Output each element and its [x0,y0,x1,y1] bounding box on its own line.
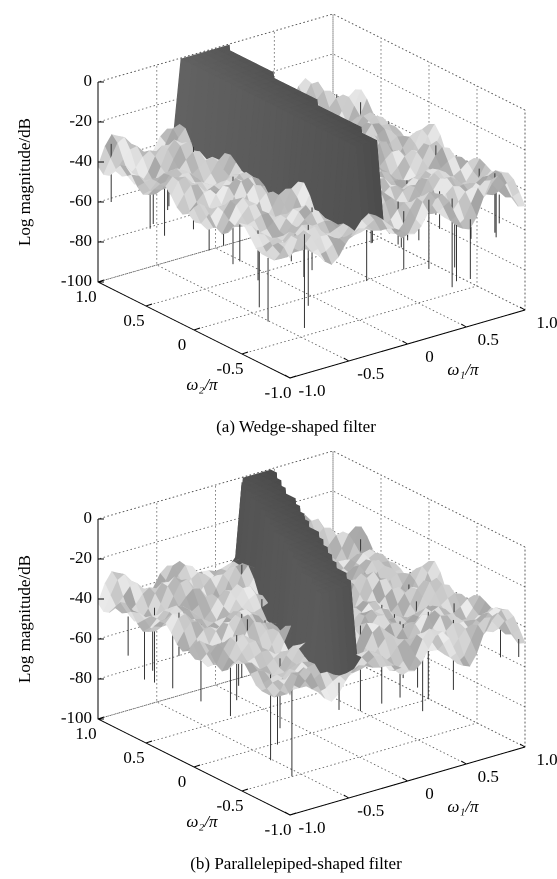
surface [97,469,526,777]
y-tick-label: 1.0 [75,724,96,743]
x-tick [343,794,350,799]
x-axis-label: ω₁/π [447,797,479,816]
x-axis-label: ω₁/π [447,360,479,379]
z-tick-label: -100 [61,708,92,727]
y-tick [241,351,249,355]
y-tick-label: -0.5 [217,796,244,815]
y-tick [193,764,201,768]
y-tick [289,812,297,816]
x-tick [519,306,526,311]
surface-facet [284,672,298,696]
surface-facet [284,235,298,259]
y-tick-label: -1.0 [265,383,292,402]
x-tick-label: 0.5 [478,767,499,786]
y-tick [145,740,153,744]
z-tick-label: -20 [69,548,92,567]
z-tick-label: -40 [69,151,92,170]
x-tick-label: -1.0 [299,818,326,837]
y-tick-label: 0 [178,772,187,791]
z-axis-label: Log magnitude/dB [15,555,34,683]
y-tick-label: 1.0 [75,287,96,306]
y-grid-line [241,86,478,355]
y-tick [241,788,249,792]
x-tick-label: 0 [425,784,434,803]
panel: -100 -80 -60 -40 -20 0 -1.0 -0.5 0 0.5 1.0 -1.0 -0.5… [15,13,557,436]
z-tick-label: -80 [69,231,92,250]
y-tick-label: -1.0 [265,820,292,839]
z-axis-label: Log magnitude/dB [15,118,34,246]
z-tick-label: 0 [84,71,93,90]
x-tick [460,760,467,765]
y-tick [97,716,105,720]
x-tick [343,357,350,362]
x-tick-label: -1.0 [299,381,326,400]
z-tick-label: -20 [69,111,92,130]
y-axis-label: ω₂/π [186,375,218,394]
x-tick [519,743,526,748]
x-tick [402,340,408,345]
x-tick-label: -0.5 [357,801,384,820]
x-tick-label: 0.5 [478,330,499,349]
box-edge [97,13,526,310]
y-tick [289,375,297,379]
z-tick-label: -60 [69,191,92,210]
x-tick-label: 1.0 [536,313,557,332]
y-grid-line [145,38,382,307]
x-tick [284,374,291,379]
x-tick-label: 0 [425,347,434,366]
z-tick-label: -60 [69,628,92,647]
y-tick-label: 0.5 [123,748,144,767]
y-tick-label: 0 [178,335,187,354]
caption: (a) Wedge-shaped filter [216,417,376,436]
z-tick-label: -80 [69,668,92,687]
panel: -100 -80 -60 -40 -20 0 -1.0 -0.5 0 0.5 1.0 -1.0 -0.5… [15,450,557,873]
y-grid-line [193,499,430,768]
y-tick [193,327,201,331]
x-tick [402,777,408,782]
y-tick-label: 0.5 [123,311,144,330]
box-edge [97,450,526,747]
surface [97,44,526,328]
z-tick-label: 0 [84,508,93,527]
y-tick-label: -0.5 [217,359,244,378]
y-grid-line [241,523,478,792]
y-axis-label: ω₂/π [186,812,218,831]
x-tick-label: -0.5 [357,364,384,383]
y-tick [97,279,105,283]
z-tick-label: -40 [69,588,92,607]
x-tick-label: 1.0 [536,750,557,769]
x-tick [460,323,467,328]
y-grid-line [145,475,382,744]
z-tick-label: -100 [61,271,92,290]
y-tick [145,303,153,307]
x-tick [284,811,291,816]
caption: (b) Parallelepiped-shaped filter [190,854,402,873]
